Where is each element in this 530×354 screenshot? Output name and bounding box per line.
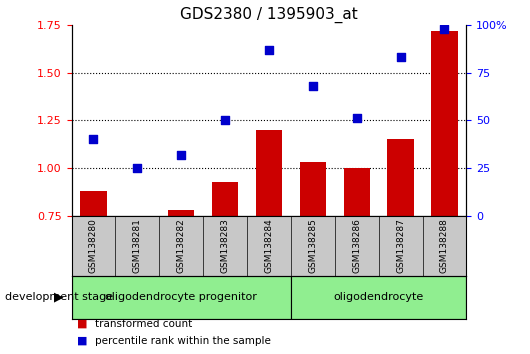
Bar [256,130,282,216]
Bar [212,182,238,216]
Text: GSM138282: GSM138282 [176,219,186,273]
Point [352,116,361,121]
Text: percentile rank within the sample: percentile rank within the sample [95,336,271,346]
Bar [124,216,151,220]
Point [177,152,186,158]
Bar [299,162,326,216]
Point [440,26,449,32]
Text: GSM138280: GSM138280 [89,218,98,274]
Text: ■: ■ [77,319,87,329]
Text: oligodendrocyte: oligodendrocyte [333,292,424,302]
Point [89,137,98,142]
Text: GSM138284: GSM138284 [264,219,273,273]
Bar [431,30,457,216]
Bar [168,210,195,216]
Text: GSM138283: GSM138283 [220,218,229,274]
Bar [343,168,370,216]
Bar [72,276,291,319]
Title: GDS2380 / 1395903_at: GDS2380 / 1395903_at [180,7,358,23]
Text: GSM138287: GSM138287 [396,218,405,274]
Point [396,55,405,60]
Text: oligodendrocyte progenitor: oligodendrocyte progenitor [105,292,257,302]
Bar [81,191,107,216]
Bar [291,276,466,319]
Text: GSM138285: GSM138285 [308,218,317,274]
Text: ■: ■ [77,336,87,346]
Text: GSM138288: GSM138288 [440,218,449,274]
Text: GSM138286: GSM138286 [352,218,361,274]
Text: ▶: ▶ [54,291,63,304]
Bar [387,139,414,216]
Point [221,118,229,123]
Point [133,165,142,171]
Point [308,83,317,89]
Text: GSM138281: GSM138281 [133,218,142,274]
Text: transformed count: transformed count [95,319,192,329]
Point [264,47,273,52]
Text: development stage: development stage [5,292,113,302]
